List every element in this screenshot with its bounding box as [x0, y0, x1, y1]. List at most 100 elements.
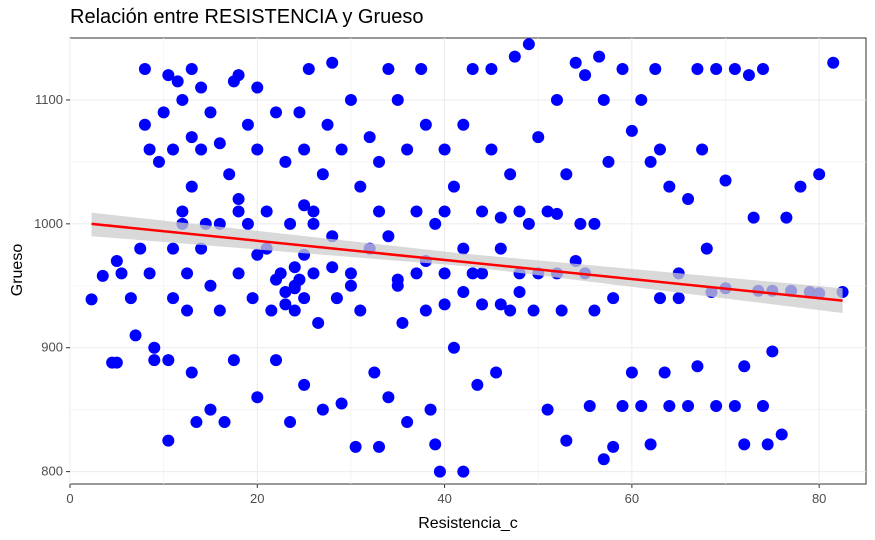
data-point	[494, 242, 507, 255]
x-axis-title: Resistencia_c	[418, 515, 518, 532]
data-point	[312, 316, 325, 329]
data-point	[447, 341, 460, 354]
data-point	[344, 93, 357, 106]
data-point	[284, 416, 297, 429]
data-point	[490, 366, 503, 379]
data-point	[635, 399, 648, 412]
data-point	[424, 403, 437, 416]
data-point	[152, 155, 165, 168]
data-point	[476, 205, 489, 218]
data-point	[457, 118, 470, 131]
data-point	[429, 438, 442, 451]
x-tick-label: 80	[812, 491, 826, 506]
data-point	[663, 180, 676, 193]
data-point	[326, 261, 339, 274]
data-point	[241, 217, 254, 230]
data-point	[185, 180, 198, 193]
data-point	[373, 155, 386, 168]
data-point	[504, 168, 517, 181]
data-point	[700, 242, 713, 255]
data-point	[396, 316, 409, 329]
data-point	[747, 211, 760, 224]
data-point	[190, 416, 203, 429]
data-point	[560, 434, 573, 447]
data-point	[682, 399, 695, 412]
data-point	[185, 366, 198, 379]
data-point	[227, 354, 240, 367]
data-point	[176, 93, 189, 106]
data-point	[298, 378, 311, 391]
data-point	[508, 50, 521, 63]
data-point	[682, 193, 695, 206]
data-point	[223, 168, 236, 181]
data-point	[555, 304, 568, 317]
data-point	[813, 168, 826, 181]
data-point	[419, 304, 432, 317]
data-point	[476, 267, 489, 280]
data-point	[504, 304, 517, 317]
data-point	[653, 292, 666, 305]
data-point	[382, 391, 395, 404]
data-point	[218, 416, 231, 429]
data-point	[494, 298, 507, 311]
data-point	[138, 118, 151, 131]
data-point	[368, 366, 381, 379]
data-point	[593, 50, 606, 63]
data-point	[513, 205, 526, 218]
data-point	[625, 124, 638, 137]
data-point	[129, 329, 142, 342]
data-point	[541, 205, 554, 218]
data-point	[232, 267, 245, 280]
data-point	[162, 434, 175, 447]
data-point	[195, 81, 208, 94]
data-point	[597, 93, 610, 106]
data-point	[672, 292, 685, 305]
data-point	[588, 217, 601, 230]
data-point	[110, 255, 123, 267]
data-point	[279, 285, 292, 298]
data-point	[241, 118, 254, 131]
data-point	[373, 440, 386, 453]
data-point	[335, 143, 348, 156]
data-point	[176, 205, 189, 218]
data-point	[550, 207, 563, 220]
data-point	[298, 199, 311, 212]
data-point	[691, 62, 704, 75]
data-point	[710, 62, 723, 75]
data-point	[185, 62, 198, 75]
data-point	[204, 106, 217, 119]
data-point	[738, 438, 751, 451]
data-point	[270, 354, 283, 367]
data-point	[742, 69, 755, 82]
data-point	[204, 403, 217, 416]
data-point	[181, 267, 194, 280]
data-point	[476, 298, 489, 311]
data-point	[321, 118, 334, 131]
data-point	[293, 273, 306, 286]
data-point	[213, 304, 226, 317]
data-point	[265, 304, 278, 317]
data-point	[457, 285, 470, 298]
y-axis-title: Grueso	[9, 244, 26, 297]
chart-title: Relación entre RESISTENCIA y Grueso	[70, 6, 424, 28]
data-point	[438, 205, 451, 218]
data-point	[494, 211, 507, 224]
data-point	[363, 131, 376, 144]
data-point	[284, 217, 297, 230]
x-tick-label: 40	[437, 491, 451, 506]
data-point	[185, 131, 198, 144]
data-point	[466, 267, 479, 280]
data-point	[288, 261, 301, 274]
data-point	[527, 304, 540, 317]
data-point	[438, 143, 451, 156]
data-point	[616, 62, 629, 75]
data-point	[85, 293, 98, 306]
data-point	[382, 62, 395, 75]
data-point	[293, 106, 306, 119]
data-point	[143, 267, 156, 280]
data-point	[410, 205, 423, 218]
data-point	[653, 143, 666, 156]
data-point	[307, 205, 320, 218]
y-tick-label: 900	[41, 340, 63, 355]
